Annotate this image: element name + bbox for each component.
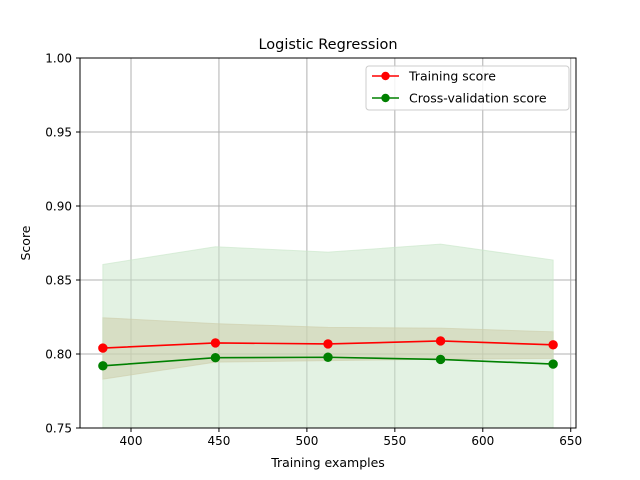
- y-tick-label: 0.85: [45, 274, 72, 288]
- legend-box: [365, 65, 570, 111]
- series-point-1: [323, 352, 333, 362]
- legend-marker-0: [381, 71, 390, 81]
- x-tick-label: 550: [383, 434, 406, 448]
- series-point-0: [98, 343, 108, 353]
- series-point-1: [435, 354, 446, 365]
- y-tick-label: 0.80: [45, 348, 72, 362]
- y-tick-label: 1.00: [45, 52, 72, 66]
- y-axis-label: Score: [18, 225, 33, 260]
- x-tick-label: 500: [295, 434, 318, 448]
- x-tick-label: 650: [559, 434, 582, 448]
- score-bands: [102, 243, 554, 429]
- x-axis-label: Training examples: [270, 455, 385, 470]
- x-tick-label: 450: [207, 434, 230, 448]
- series-point-1: [98, 361, 108, 371]
- series-point-0: [210, 338, 221, 348]
- x-tick-label: 600: [471, 434, 494, 448]
- series-point-1: [210, 353, 221, 363]
- x-axis-ticks: 400 450 500 550 600 650: [120, 428, 582, 448]
- legend-label-1: Cross-validation score: [409, 91, 547, 106]
- x-tick-label: 400: [120, 434, 143, 448]
- y-tick-label: 0.95: [45, 126, 72, 140]
- series-point-0: [548, 340, 558, 350]
- plot-frame: [79, 57, 577, 429]
- y-axis-ticks: 0.75 0.80 0.85 0.90 0.95 1.00: [45, 52, 80, 436]
- score-points: [98, 336, 558, 371]
- legend-marker-1: [381, 93, 390, 103]
- chart-title: Logistic Regression: [258, 37, 397, 53]
- series-point-1: [548, 359, 558, 369]
- series-point-0: [435, 336, 446, 346]
- y-tick-label: 0.75: [45, 422, 72, 436]
- y-tick-label: 0.90: [45, 200, 72, 214]
- series-point-0: [323, 339, 333, 349]
- score-band-1: [102, 243, 554, 429]
- legend: Training score Cross-validation score: [365, 65, 570, 111]
- legend-label-0: Training score: [408, 69, 496, 84]
